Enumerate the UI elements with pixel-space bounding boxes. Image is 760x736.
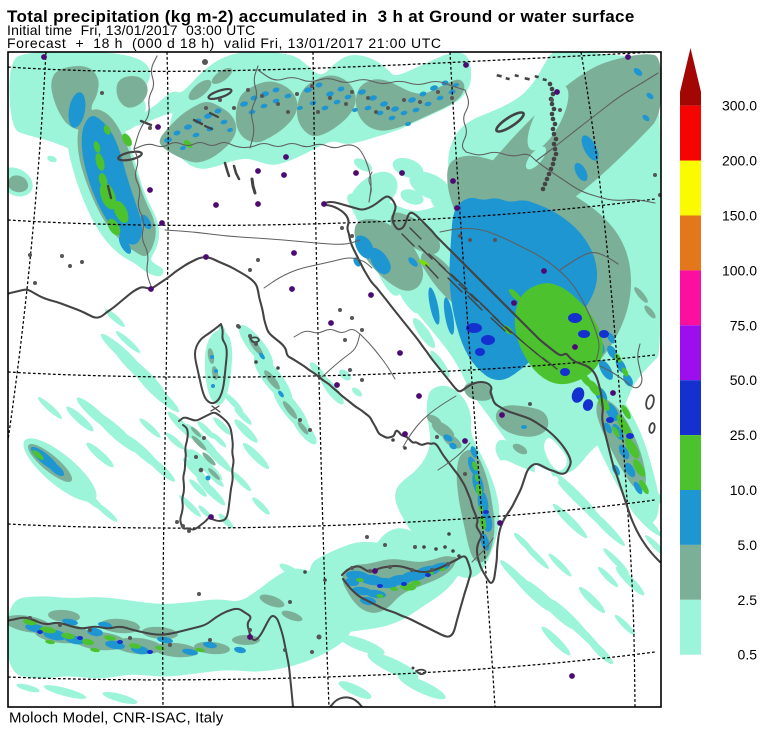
svg-text:300.0: 300.0: [722, 98, 757, 114]
svg-text:Total precipitation (kg m-2) a: Total precipitation (kg m-2) accumulated…: [7, 7, 635, 26]
svg-text:200.0: 200.0: [722, 153, 757, 169]
svg-text:Initial time Fri, 13/01/2017: Initial time Fri, 13/01/2017 03:00 UTC: [7, 22, 255, 38]
svg-text:10.0: 10.0: [730, 482, 757, 498]
svg-text:50.0: 50.0: [730, 372, 757, 388]
svg-text:25.0: 25.0: [730, 427, 757, 443]
svg-text:Forecast + 18 h (000 d 18 h: Forecast + 18 h (000 d 18 h) valid Fri, …: [7, 35, 442, 51]
svg-text:0.5: 0.5: [738, 647, 758, 663]
svg-text:Moloch Model, CNR-ISAC, Italy: Moloch Model, CNR-ISAC, Italy: [9, 710, 224, 727]
svg-text:2.5: 2.5: [738, 592, 758, 608]
svg-text:150.0: 150.0: [722, 208, 757, 224]
svg-text:5.0: 5.0: [738, 537, 758, 553]
svg-text:100.0: 100.0: [722, 262, 757, 278]
svg-text:75.0: 75.0: [730, 317, 757, 333]
